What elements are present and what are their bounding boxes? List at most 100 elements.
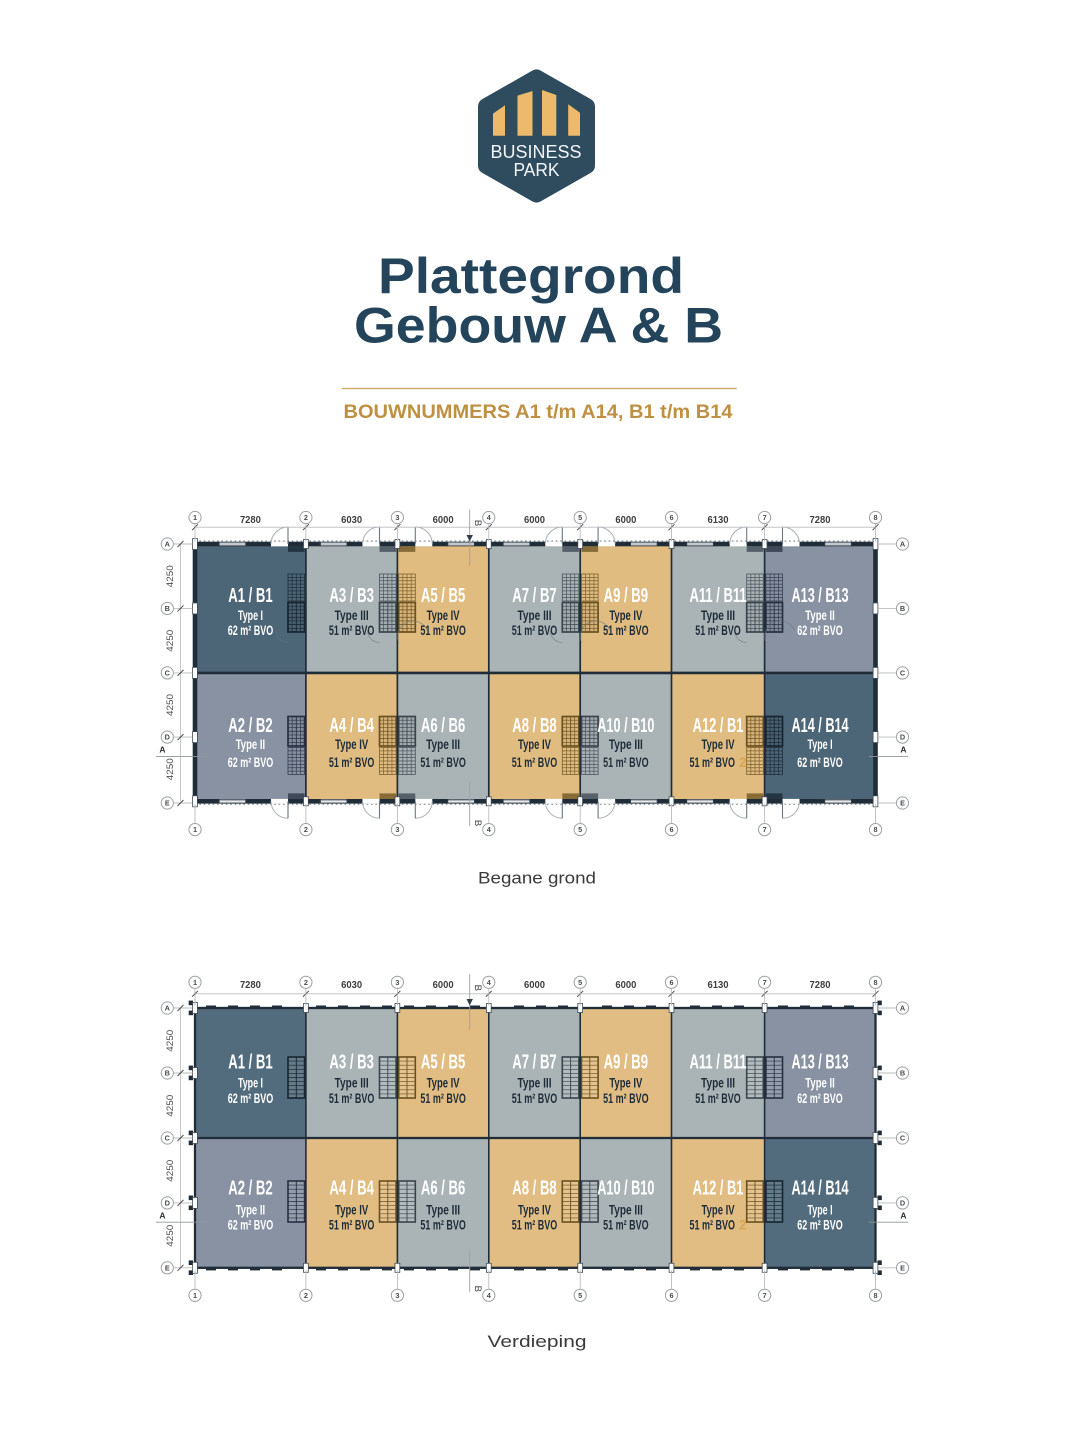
svg-text:A5 / B5: A5 / B5: [421, 1051, 465, 1073]
svg-text:Type III: Type III: [609, 1203, 643, 1218]
svg-text:4250: 4250: [165, 1030, 175, 1052]
svg-text:51 m² BVO: 51 m² BVO: [420, 1218, 466, 1233]
svg-text:4250: 4250: [165, 1225, 175, 1247]
svg-text:6000: 6000: [615, 515, 636, 526]
svg-text:A9 / B9: A9 / B9: [604, 1051, 648, 1073]
svg-text:2: 2: [304, 978, 308, 987]
svg-text:A11 / B11: A11 / B11: [689, 585, 746, 607]
svg-text:7: 7: [763, 825, 767, 834]
svg-text:62 m² BVO: 62 m² BVO: [797, 755, 843, 770]
svg-text:B: B: [165, 604, 170, 613]
svg-text:51 m² BVO: 51 m² BVO: [329, 1218, 375, 1233]
svg-text:51 m² BVO: 51 m² BVO: [603, 623, 649, 638]
svg-text:Type I: Type I: [238, 1076, 263, 1091]
svg-text:62 m² BVO: 62 m² BVO: [228, 1218, 274, 1233]
svg-text:4250: 4250: [165, 758, 175, 780]
svg-text:Type III: Type III: [426, 1203, 460, 1218]
svg-text:A10 / B10: A10 / B10: [597, 715, 654, 737]
svg-text:Type III: Type III: [518, 608, 552, 623]
svg-text:6: 6: [669, 978, 673, 987]
svg-text:B: B: [165, 1069, 170, 1078]
svg-text:6000: 6000: [615, 980, 636, 991]
svg-text:51 m² BVO: 51 m² BVO: [603, 1091, 649, 1106]
svg-text:A12 / B1: A12 / B1: [693, 1178, 744, 1200]
svg-text:51 m² BVO 2: 51 m² BVO 2: [690, 755, 747, 770]
svg-text:51 m² BVO: 51 m² BVO: [512, 755, 558, 770]
svg-text:A: A: [159, 1210, 165, 1220]
svg-text:C: C: [165, 669, 171, 678]
svg-text:A8 / B8: A8 / B8: [512, 1178, 556, 1200]
svg-text:51 m² BVO: 51 m² BVO: [420, 1091, 466, 1106]
svg-text:Type IV: Type IV: [427, 1076, 461, 1091]
svg-text:7280: 7280: [810, 980, 831, 991]
svg-text:62 m² BVO: 62 m² BVO: [228, 1091, 274, 1106]
svg-text:4250: 4250: [165, 630, 175, 652]
svg-text:C: C: [165, 1134, 171, 1143]
svg-text:6: 6: [669, 825, 673, 834]
svg-text:2: 2: [304, 513, 308, 522]
svg-text:D: D: [900, 1199, 905, 1208]
svg-text:D: D: [165, 733, 170, 742]
svg-text:51 m² BVO: 51 m² BVO: [512, 1218, 558, 1233]
svg-text:C: C: [900, 1134, 906, 1143]
svg-text:A6 / B6: A6 / B6: [421, 715, 465, 737]
svg-text:6030: 6030: [341, 980, 362, 991]
svg-text:A: A: [900, 540, 906, 549]
svg-text:Type II: Type II: [236, 737, 266, 752]
svg-text:A4 / B4: A4 / B4: [329, 1178, 374, 1200]
svg-text:E: E: [165, 799, 170, 808]
svg-text:A4 / B4: A4 / B4: [329, 715, 374, 737]
svg-text:Type I: Type I: [238, 608, 263, 623]
svg-text:6000: 6000: [433, 515, 454, 526]
svg-text:51 m² BVO: 51 m² BVO: [603, 755, 649, 770]
svg-text:Type IV: Type IV: [702, 1203, 736, 1218]
svg-text:A6 / B6: A6 / B6: [421, 1178, 465, 1200]
svg-text:E: E: [165, 1263, 170, 1272]
svg-text:A: A: [900, 1210, 906, 1220]
svg-text:2: 2: [304, 825, 308, 834]
svg-text:4: 4: [487, 513, 492, 522]
svg-text:A7 / B7: A7 / B7: [512, 1051, 556, 1073]
svg-text:Type IV: Type IV: [335, 1203, 369, 1218]
svg-text:BUSINESS: BUSINESS: [491, 141, 582, 162]
svg-text:3: 3: [395, 1291, 399, 1300]
svg-text:B: B: [472, 820, 483, 826]
svg-text:Plattegrond: Plattegrond: [378, 248, 684, 304]
svg-text:D: D: [900, 733, 905, 742]
svg-text:Type IV: Type IV: [518, 737, 552, 752]
svg-text:E: E: [900, 1263, 905, 1272]
svg-text:Type IV: Type IV: [427, 608, 461, 623]
svg-text:51 m² BVO: 51 m² BVO: [329, 755, 375, 770]
svg-text:7280: 7280: [810, 515, 831, 526]
svg-text:B: B: [900, 604, 905, 613]
svg-text:5: 5: [578, 1291, 582, 1300]
svg-text:Type IV: Type IV: [518, 1203, 552, 1218]
svg-text:A13 / B13: A13 / B13: [791, 1051, 848, 1073]
svg-text:7: 7: [763, 978, 767, 987]
svg-text:51 m² BVO: 51 m² BVO: [512, 1091, 558, 1106]
svg-text:5: 5: [578, 978, 582, 987]
svg-text:A14 / B14: A14 / B14: [791, 715, 849, 737]
svg-text:5: 5: [578, 513, 582, 522]
svg-text:4250: 4250: [165, 1160, 175, 1182]
svg-text:A11 / B11: A11 / B11: [689, 1051, 746, 1073]
svg-text:B: B: [472, 985, 483, 991]
svg-text:62 m² BVO: 62 m² BVO: [797, 1091, 843, 1106]
svg-text:4: 4: [487, 825, 492, 834]
svg-text:3: 3: [395, 978, 399, 987]
svg-text:A10 / B10: A10 / B10: [597, 1178, 654, 1200]
svg-text:Type IV: Type IV: [335, 737, 369, 752]
svg-text:BOUWNUMMERS A1 t/m A14, B1 t/m: BOUWNUMMERS A1 t/m A14, B1 t/m B14: [344, 402, 733, 423]
svg-text:6000: 6000: [433, 980, 454, 991]
svg-text:51 m² BVO: 51 m² BVO: [603, 1218, 649, 1233]
svg-text:51 m² BVO: 51 m² BVO: [695, 1091, 741, 1106]
svg-text:3: 3: [395, 513, 399, 522]
svg-text:A13 / B13: A13 / B13: [791, 585, 848, 607]
svg-text:51 m² BVO: 51 m² BVO: [420, 755, 466, 770]
svg-text:62 m² BVO: 62 m² BVO: [228, 755, 274, 770]
svg-text:1: 1: [193, 1291, 197, 1300]
svg-text:Type IV: Type IV: [702, 737, 736, 752]
svg-text:8: 8: [873, 825, 877, 834]
svg-text:Type III: Type III: [335, 1076, 369, 1091]
svg-text:5: 5: [578, 825, 582, 834]
